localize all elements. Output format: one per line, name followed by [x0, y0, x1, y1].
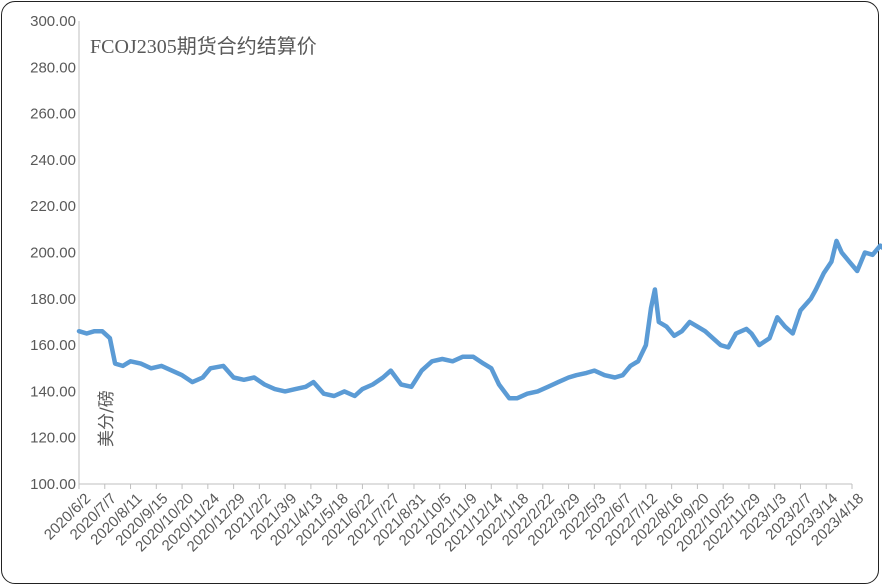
y-tick-label: 160.00: [30, 337, 76, 354]
y-tick-label: 240.00: [30, 152, 76, 169]
y-tick-label: 120.00: [30, 430, 76, 447]
y-tick-label: 280.00: [30, 59, 76, 76]
y-tick-label: 140.00: [30, 383, 76, 400]
y-axis-label: 美分/磅: [97, 390, 117, 447]
y-tick-label: 260.00: [30, 106, 76, 123]
chart-title: FCOJ2305期货合约结算价: [90, 35, 317, 58]
series-layer: [76, 238, 882, 401]
y-tick-label: 180.00: [30, 291, 76, 308]
series-line: [76, 238, 882, 401]
y-tick-label: 200.00: [30, 245, 76, 262]
y-tick-label: 100.00: [30, 476, 76, 493]
x-axis: 2020/6/22020/7/72020/8/112020/9/152020/1…: [41, 483, 867, 555]
y-axis: 100.00 120.00 140.00 160.00 180.00 200.00 220.…: [30, 13, 80, 493]
y-tick-label: 300.00: [30, 13, 76, 30]
y-tick-label: 220.00: [30, 198, 76, 215]
